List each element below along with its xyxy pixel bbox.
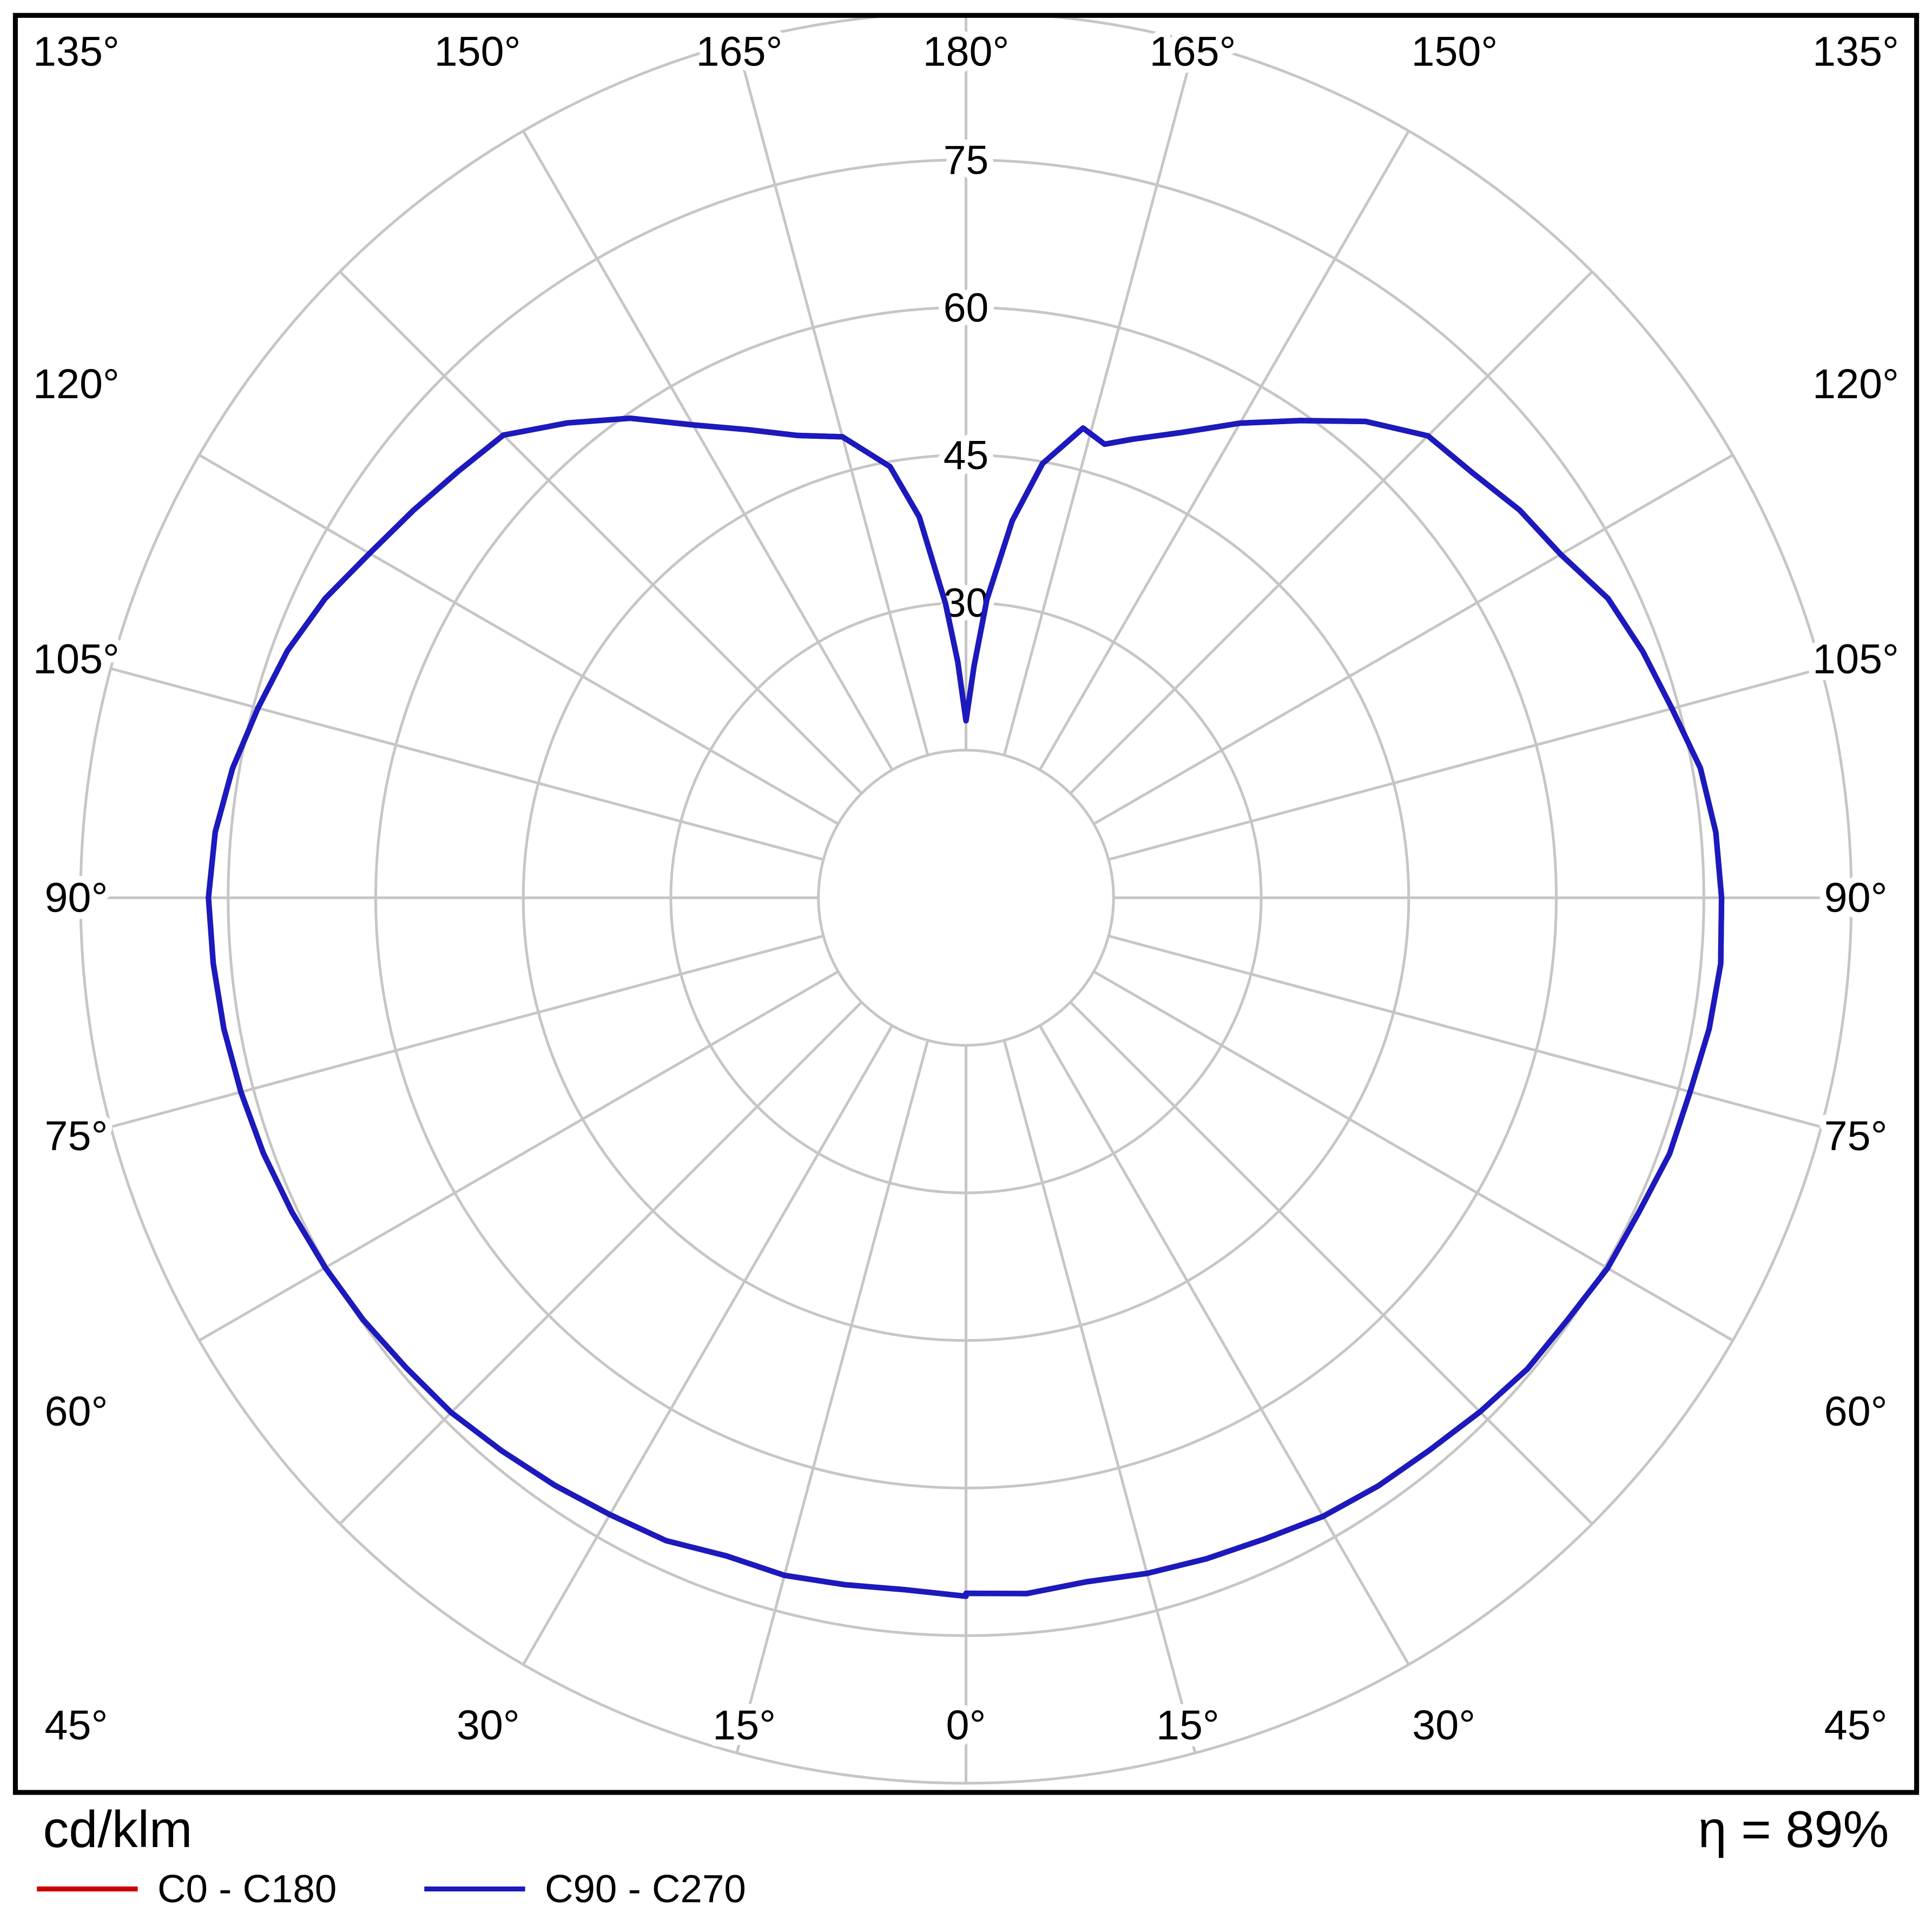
grid-spoke — [339, 271, 863, 795]
legend-label-c90-c270: C90 - C270 — [545, 1867, 746, 1911]
grid-spoke — [198, 453, 839, 826]
grid-spoke — [1093, 453, 1734, 826]
grid-spoke — [110, 934, 824, 1129]
angle-tick-label: 105° — [1812, 636, 1899, 683]
radial-tick-label: 45 — [944, 432, 988, 478]
grid-spoke — [1003, 42, 1197, 756]
angle-tick-label: 60° — [45, 1388, 108, 1435]
efficiency-label: η = 89% — [1698, 1801, 1889, 1858]
angle-tick-label: 15° — [1156, 1702, 1219, 1749]
angle-tick-label: 90° — [1824, 874, 1888, 921]
angle-tick-label: 45° — [1824, 1702, 1888, 1749]
angle-tick-label: 165° — [1150, 28, 1236, 75]
grid-spoke — [735, 42, 929, 756]
angle-tick-label: 0° — [946, 1702, 986, 1749]
grid-spoke — [1069, 1001, 1593, 1525]
polar-grid — [79, 17, 1853, 1784]
grid-spoke — [522, 1025, 894, 1665]
grid-ring — [817, 749, 1115, 1047]
angle-tick-label: 105° — [33, 636, 120, 683]
series-curve-c90-c270 — [206, 415, 1725, 1599]
grid-spoke — [1069, 271, 1593, 795]
angle-tick-label: 30° — [457, 1702, 520, 1749]
chart-frame — [12, 12, 1920, 1795]
angle-tick-label: 150° — [434, 28, 521, 75]
angle-tick-label: 30° — [1412, 1702, 1475, 1749]
radial-tick-label: 60 — [944, 285, 988, 330]
grid-spoke — [198, 970, 839, 1342]
angle-tick-label: 75° — [1824, 1113, 1888, 1159]
angle-tick-label: 120° — [1812, 361, 1899, 407]
grid-spoke — [1038, 130, 1410, 771]
grid-spoke — [522, 130, 894, 771]
angle-tick-label: 120° — [33, 361, 120, 407]
radial-tick-label: 75 — [944, 137, 988, 182]
angle-tick-label: 150° — [1411, 28, 1498, 75]
grid-spoke — [110, 667, 824, 861]
angle-tick-label: 90° — [45, 874, 108, 921]
grid-spoke — [339, 1001, 863, 1525]
distribution-curves — [206, 415, 1725, 1599]
legend-label-c0-c180: C0 - C180 — [157, 1867, 337, 1911]
unit-label: cd/klm — [43, 1801, 193, 1858]
grid-spoke — [1003, 1040, 1197, 1753]
grid-spoke — [1108, 934, 1822, 1129]
grid-spoke — [1093, 970, 1734, 1342]
angle-tick-label: 15° — [713, 1702, 776, 1749]
grid-spoke — [1108, 667, 1822, 861]
angle-tick-label: 45° — [45, 1702, 108, 1749]
angle-tick-label: 180° — [923, 28, 1010, 75]
grid-spoke — [735, 1040, 929, 1753]
angle-tick-label: 135° — [1812, 28, 1899, 75]
grid-spoke — [1038, 1025, 1410, 1665]
angle-tick-label: 60° — [1824, 1388, 1888, 1435]
angle-tick-label: 75° — [45, 1113, 108, 1159]
angle-tick-label: 165° — [696, 28, 783, 75]
angle-tick-label: 135° — [33, 28, 120, 75]
